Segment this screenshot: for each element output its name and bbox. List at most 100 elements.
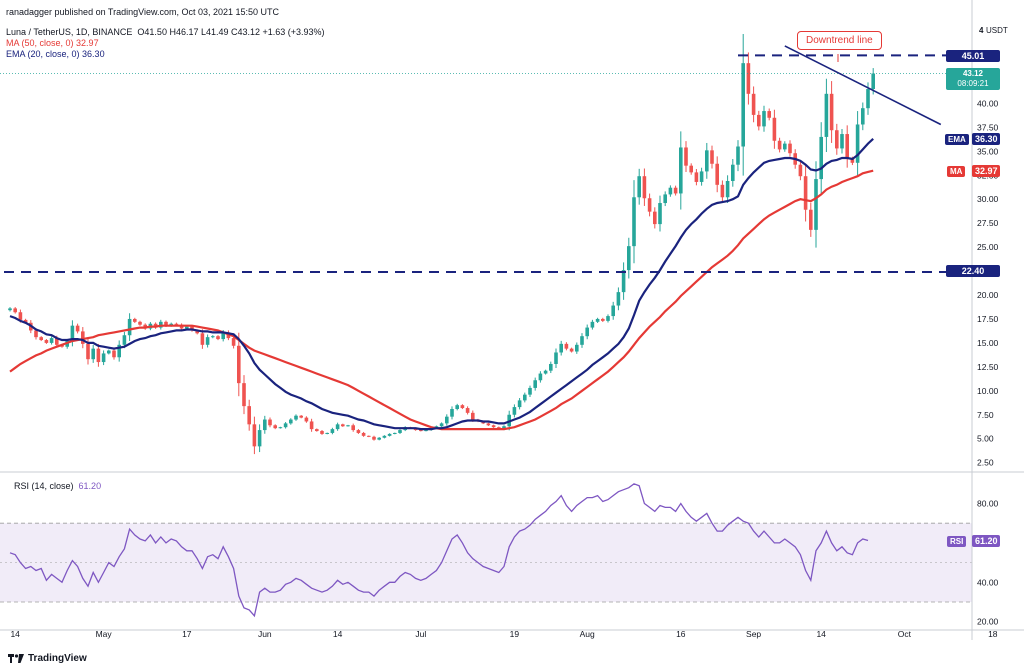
candle-body [653,211,657,225]
candle-body [611,305,615,317]
time-tick-label: 19 [510,629,520,639]
candle [330,427,335,435]
candle-body [855,124,860,163]
candle-body [44,340,49,343]
candle [762,105,766,132]
candle [517,398,522,410]
candle [320,430,324,435]
candle [601,317,605,323]
ma-legend[interactable]: MA (50, close, 0) 32.97 [6,38,99,48]
candle [642,168,647,206]
candle [216,335,220,341]
candle [549,361,553,374]
candle-body [127,318,132,336]
rsi-value-label: 61.20 [972,535,1000,547]
candle [621,262,626,300]
candle [699,167,704,186]
candle-body [673,187,678,194]
rsi-legend[interactable]: RSI (14, close) 61.20 [14,481,101,491]
candle [840,129,844,154]
candle-body [861,108,865,125]
candle-body [164,321,168,326]
candle-body [762,111,766,127]
candle-body [112,350,116,358]
candle-body [788,143,792,154]
candle-body [257,430,262,447]
candle [393,432,397,435]
candle [569,347,574,353]
candle-body [580,336,584,345]
candle-body [595,318,600,322]
candle-body [205,337,210,345]
candle [720,180,725,202]
ema-legend-value: 36.30 [82,49,105,59]
time-tick-label: Jun [258,629,272,639]
candle [81,327,85,349]
price-tick-label: 40.00 [977,98,999,108]
candle-body [715,163,719,185]
candle-body [809,209,813,230]
candle-body [559,343,563,353]
price-tick-label: 30.00 [977,194,999,204]
ema20-line [9,137,874,431]
candle [263,415,267,434]
candle [325,432,329,435]
ma-tag: MA [947,166,966,177]
candle [91,344,95,363]
candle [845,125,849,168]
candle [663,191,667,207]
time-tick-label: 16 [676,629,686,639]
candle [543,369,548,375]
ma-price-label: 32.97 [972,165,1000,177]
candle-body [75,325,80,332]
candle-body [845,134,849,159]
candle [538,371,543,383]
candle-body [632,197,636,247]
candle-body [13,308,17,313]
ma50-line [9,169,874,431]
candle-body [341,424,345,427]
candle-body [18,312,23,320]
candle [715,156,719,193]
candle-body [689,165,693,173]
ema-legend[interactable]: EMA (20, close, 0) 36.30 [6,49,105,59]
candle [679,131,683,210]
candle-body [731,164,735,181]
candle-body [91,348,95,360]
candle [335,422,340,431]
candle [205,334,210,348]
candle [829,81,834,143]
ema-price-label: 36.30 [972,133,1000,145]
candle [294,414,298,421]
downtrend-annotation[interactable]: Downtrend line [797,31,882,50]
candle-body [549,363,553,371]
ma-legend-value: 32.97 [76,38,99,48]
candle [138,320,142,326]
symbol-name[interactable]: Luna / TetherUS, 1D, BINANCE [6,27,133,37]
price-tick-label: 20.00 [977,290,999,300]
candle-body [96,348,101,363]
tradingview-brand: TradingView [28,653,87,664]
candle [528,385,532,397]
candle-body [543,370,548,374]
symbol-legend: Luna / TetherUS, 1D, BINANCE O41.50 H46.… [6,27,325,37]
candle-body [523,394,527,401]
candle-body [751,93,756,115]
candle-body [803,176,808,210]
tradingview-logo[interactable]: TradingView [8,653,87,664]
currency-label[interactable]: USDT [986,26,1008,35]
bar-countdown: 08:09:21 [957,79,989,88]
candle [777,137,782,153]
candle-body [315,429,319,432]
candle [377,437,381,441]
candle-body [486,423,491,426]
candle-body [216,336,220,340]
candle [211,335,215,339]
candle [44,339,49,344]
candle-body [777,140,782,150]
candle [341,423,345,427]
price-chart[interactable]: 42.5040.0037.5035.0032.5030.0027.5025.00… [0,0,1024,640]
candle-body [86,343,90,360]
candle-body [221,332,225,340]
candle [356,429,361,434]
